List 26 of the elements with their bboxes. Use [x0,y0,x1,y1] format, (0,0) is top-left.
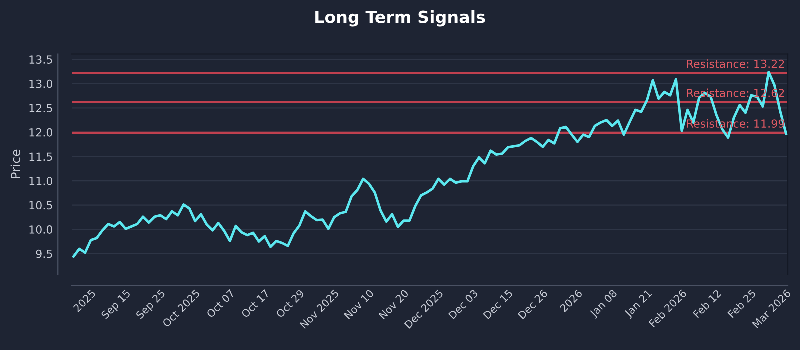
y-tick-label: 12.5 [30,104,52,113]
y-tick-label: 13.5 [30,56,52,64]
x-tick-label: Dec 26 [518,289,548,320]
x-tick-label: Dec 03 [448,289,479,320]
ref-line-label: Resistance: 13.22 [687,60,784,68]
y-axis-title: Price [10,150,21,179]
x-tick-label: Nov 20 [378,289,410,320]
x-tick-label: Oct 17 [240,289,270,318]
chart-title: Long Term Signals [316,10,486,27]
x-tick-label: Oct 07 [206,289,236,318]
y-tick-label: 11.0 [30,176,53,186]
x-tick-label: Dec 15 [483,290,514,320]
x-tick-label: Feb 25 [727,289,757,318]
y-tick-label: 10.5 [30,201,52,210]
y-tick-label: 13.0 [30,80,53,88]
line-series [72,70,788,258]
x-tick-label: Feb 12 [692,289,722,318]
x-tick-label: Oct 29 [276,289,305,318]
y-tick-label: 9.5 [36,250,52,258]
y-tick-label: 12.0 [30,128,53,137]
x-tick-label: Jan 21 [624,289,654,320]
y-tick-label: 11.5 [30,152,52,162]
x-tick-label: Jan 08 [589,289,620,320]
x-tick-label: Nov 10 [344,289,374,320]
x-tick-label: Sep 15 [100,289,132,321]
y-tick-label: 10.0 [30,226,53,234]
